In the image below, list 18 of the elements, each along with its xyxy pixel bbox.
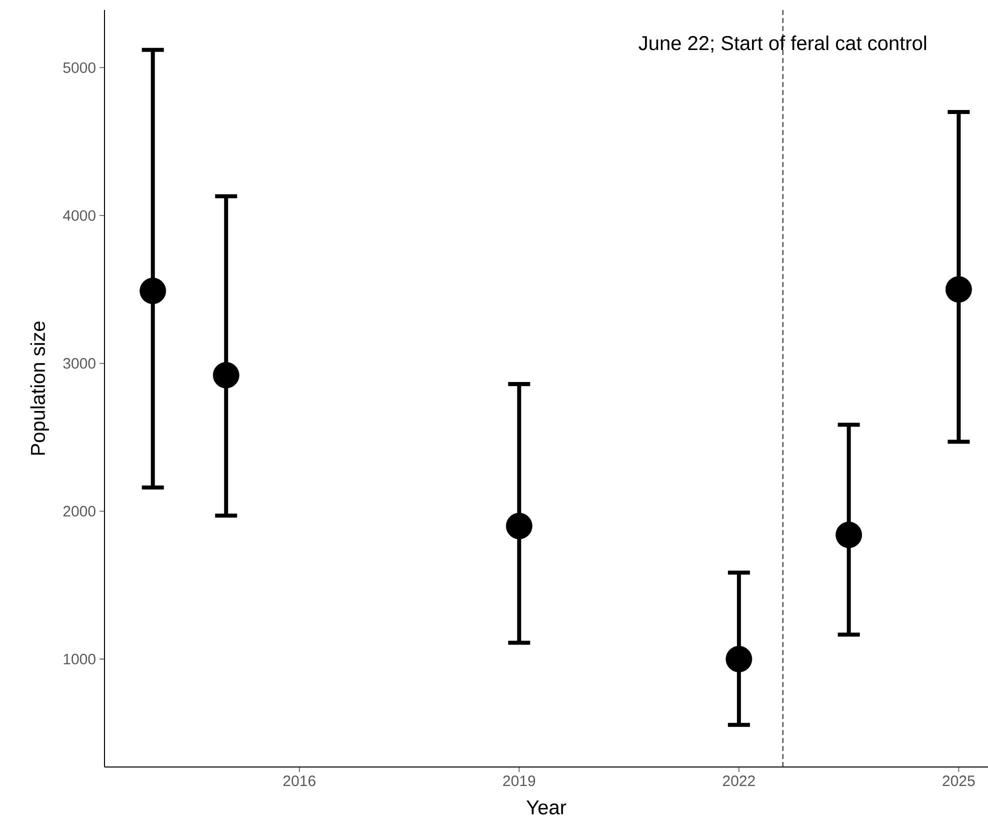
point	[836, 522, 862, 548]
point	[212, 362, 240, 388]
y-tick-label: 3000	[63, 358, 96, 369]
y-tick-label: 2000	[63, 506, 96, 517]
x-tick-label: 2016	[283, 776, 316, 786]
point	[726, 646, 752, 672]
x-tick-label: 2025	[942, 776, 975, 786]
x-tick-label: 2022	[722, 776, 755, 786]
x-axis-title: Year	[526, 800, 566, 814]
y-tick-label: 4000	[62, 210, 96, 221]
point	[506, 512, 532, 540]
x-tick-label: 2019	[503, 776, 536, 786]
point	[140, 278, 166, 304]
y-tick-label: 1000	[64, 654, 96, 664]
ref-line-label: June 22; Start of feral cat control	[638, 36, 926, 53]
point	[946, 276, 972, 303]
y-tick-label: 5000	[63, 62, 96, 73]
y-axis-title: Population size	[30, 322, 49, 455]
